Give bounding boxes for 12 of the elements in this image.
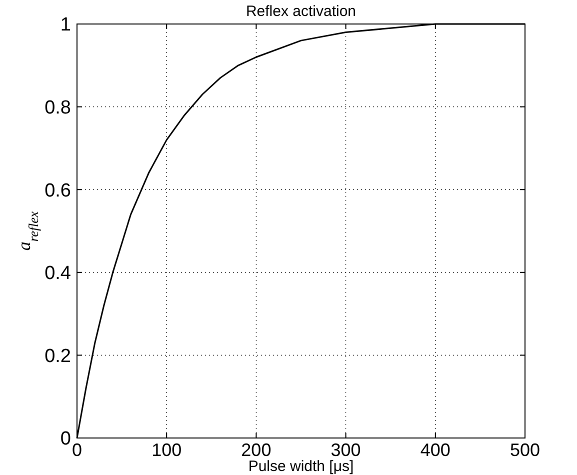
x-tick-label: 100 <box>152 440 182 460</box>
x-tick-label: 500 <box>510 440 540 460</box>
y-tick-label: 0.2 <box>44 346 71 367</box>
y-tick-label: 0.4 <box>44 263 72 284</box>
x-axis-title: Pulse width [μs] <box>248 458 354 475</box>
y-tick-label: 0.6 <box>44 180 71 202</box>
y-tick-label: 0.8 <box>44 97 71 118</box>
y-tick-label: 1 <box>60 14 71 36</box>
chart-title: Reflex activation <box>246 3 356 20</box>
x-tick-label: 300 <box>330 440 361 460</box>
x-tick-label: 400 <box>420 440 450 460</box>
x-tick-label: 200 <box>241 440 272 460</box>
